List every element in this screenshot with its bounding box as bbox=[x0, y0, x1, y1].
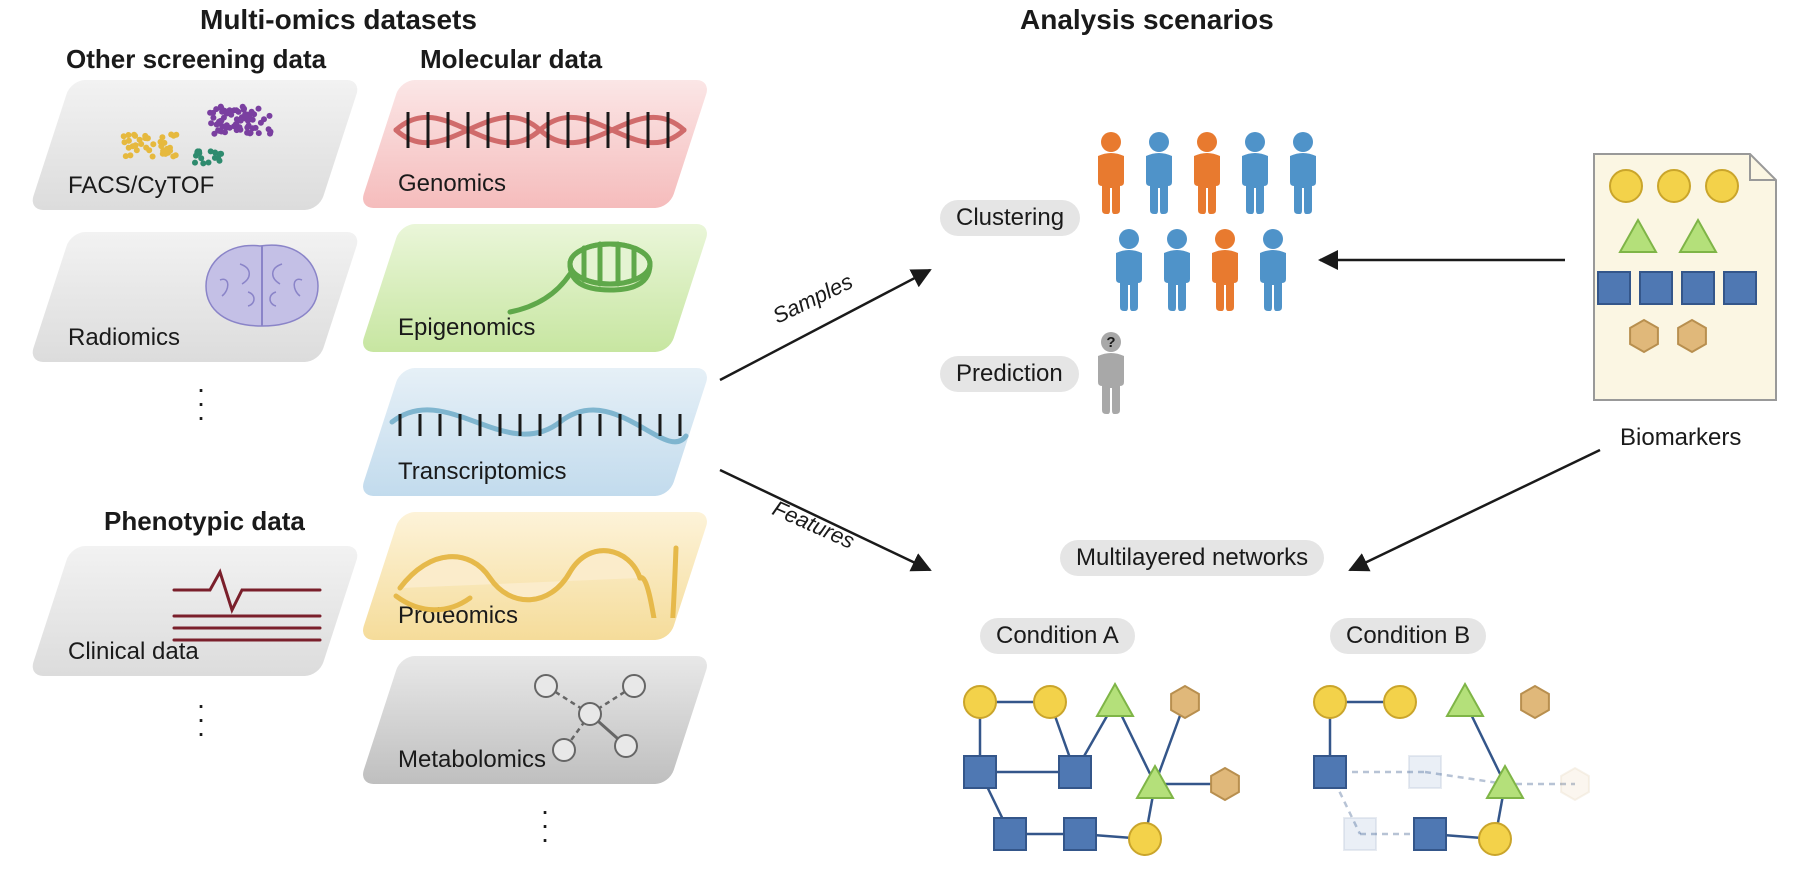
network-condition-b bbox=[1290, 664, 1610, 864]
svg-text:?: ? bbox=[1106, 334, 1115, 351]
card-label: Genomics bbox=[398, 170, 506, 198]
card-facs-cytof: FACS/CyTOF bbox=[29, 80, 361, 210]
arrow-label-samples: Samples bbox=[769, 269, 857, 330]
card-genomics: Genomics bbox=[359, 80, 711, 208]
facs-scatter-icon bbox=[90, 86, 330, 176]
card-radiomics: Radiomics bbox=[29, 232, 361, 362]
card-label: Radiomics bbox=[68, 324, 180, 352]
person-icon bbox=[1138, 130, 1180, 214]
brain-icon bbox=[200, 240, 330, 332]
dna-helix-icon bbox=[390, 94, 690, 166]
pill-clustering: Clustering bbox=[940, 200, 1080, 236]
person-icon bbox=[1108, 227, 1150, 311]
pill-prediction: Prediction bbox=[940, 356, 1079, 392]
person-icon bbox=[1234, 130, 1276, 214]
person-icon bbox=[1204, 227, 1246, 311]
card-label: FACS/CyTOF bbox=[68, 172, 214, 200]
pill-condition-a: Condition A bbox=[980, 618, 1135, 654]
subtitle-phenotypic: Phenotypic data bbox=[104, 506, 305, 537]
person-icon bbox=[1090, 130, 1132, 214]
biomarkers-panel bbox=[1590, 150, 1780, 411]
title-multiomics: Multi-omics datasets bbox=[200, 4, 477, 36]
people-cluster bbox=[1090, 130, 1324, 318]
subtitle-other-screening: Other screening data bbox=[66, 44, 326, 75]
ellipsis-dots: ... bbox=[540, 798, 550, 840]
ellipsis-dots: ... bbox=[196, 692, 206, 734]
person-icon bbox=[1186, 130, 1228, 214]
clinical-waveform-icon bbox=[170, 566, 330, 650]
person-icon bbox=[1252, 227, 1294, 311]
biomarkers-label: Biomarkers bbox=[1620, 424, 1741, 452]
person-icon bbox=[1156, 227, 1198, 311]
molecule-icon bbox=[520, 664, 670, 764]
arrow-label-features: Features bbox=[768, 495, 858, 554]
pill-condition-b: Condition B bbox=[1330, 618, 1486, 654]
card-clinical-data: Clinical data bbox=[29, 546, 361, 676]
card-metabolomics: Metabolomics bbox=[359, 656, 711, 784]
protein-ribbon-icon bbox=[390, 518, 690, 618]
pill-multilayered: Multilayered networks bbox=[1060, 540, 1324, 576]
rna-strand-icon bbox=[386, 386, 696, 456]
subtitle-molecular: Molecular data bbox=[420, 44, 602, 75]
prediction-person: ? bbox=[1090, 330, 1132, 421]
card-transcriptomics: Transcriptomics bbox=[359, 368, 711, 496]
ellipsis-dots: ... bbox=[196, 376, 206, 418]
network-condition-a bbox=[940, 664, 1260, 864]
person-icon bbox=[1282, 130, 1324, 214]
person-icon: ? bbox=[1090, 330, 1132, 414]
title-analysis: Analysis scenarios bbox=[1020, 4, 1274, 36]
card-proteomics: Proteomics bbox=[359, 512, 711, 640]
card-epigenomics: Epigenomics bbox=[359, 224, 711, 352]
nucleosome-icon bbox=[500, 234, 680, 320]
card-label: Transcriptomics bbox=[398, 458, 566, 486]
